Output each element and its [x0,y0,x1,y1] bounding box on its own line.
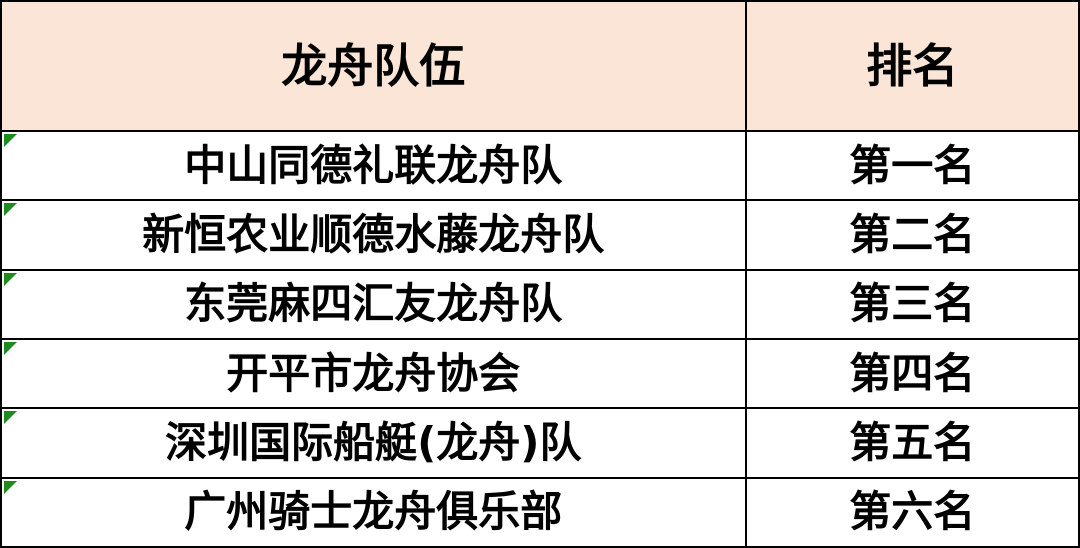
rank-value: 第二名 [849,209,976,259]
team-cell[interactable]: 广州骑士龙舟俱乐部 [2,478,747,546]
table-row: 新恒农业顺德水藤龙舟队 第二名 [2,201,1078,271]
team-name: 开平市龙舟协会 [226,348,521,398]
rank-value: 第五名 [849,417,976,467]
cell-flag-icon [4,341,17,355]
header-rank-label: 排名 [866,39,959,93]
rank-cell[interactable]: 第四名 [747,340,1078,407]
team-cell[interactable]: 新恒农业顺德水藤龙舟队 [2,201,747,269]
rank-cell[interactable]: 第五名 [747,409,1078,476]
rank-value: 第三名 [849,279,976,329]
cell-flag-icon [4,411,17,425]
team-cell[interactable]: 深圳国际船艇(龙舟)队 [2,409,747,477]
cell-flag-icon [4,134,17,147]
team-name: 新恒农业顺德水藤龙舟队 [142,209,605,259]
header-cell-team[interactable]: 龙舟队伍 [2,2,747,130]
rank-cell[interactable]: 第一名 [747,132,1078,199]
cell-flag-icon [4,203,17,217]
rank-cell[interactable]: 第六名 [747,479,1078,546]
rank-value: 第一名 [849,140,976,190]
table-row: 深圳国际船艇(龙舟)队 第五名 [2,409,1078,479]
team-name: 广州骑士龙舟俱乐部 [184,487,563,537]
team-cell[interactable]: 开平市龙舟协会 [2,339,747,408]
rank-cell[interactable]: 第二名 [747,201,1078,268]
table-header-row: 龙舟队伍 排名 [2,2,1078,132]
team-name: 深圳国际船艇(龙舟)队 [165,417,582,467]
table-row: 广州骑士龙舟俱乐部 第六名 [2,478,1078,546]
rank-value: 第四名 [849,348,976,398]
table-row: 开平市龙舟协会 第四名 [2,339,1078,410]
table-row: 中山同德礼联龙舟队 第一名 [2,132,1078,202]
header-team-label: 龙舟队伍 [281,39,466,93]
rank-cell[interactable]: 第三名 [747,271,1078,338]
rank-value: 第六名 [849,487,976,537]
team-cell[interactable]: 东莞麻四汇友龙舟队 [2,270,747,338]
team-cell[interactable]: 中山同德礼联龙舟队 [2,132,747,200]
team-name: 中山同德礼联龙舟队 [184,140,563,190]
cell-flag-icon [4,272,17,286]
cell-flag-icon [4,480,17,494]
team-name: 东莞麻四汇友龙舟队 [184,279,563,329]
header-cell-rank[interactable]: 排名 [747,2,1078,130]
table-row: 东莞麻四汇友龙舟队 第三名 [2,270,1078,340]
